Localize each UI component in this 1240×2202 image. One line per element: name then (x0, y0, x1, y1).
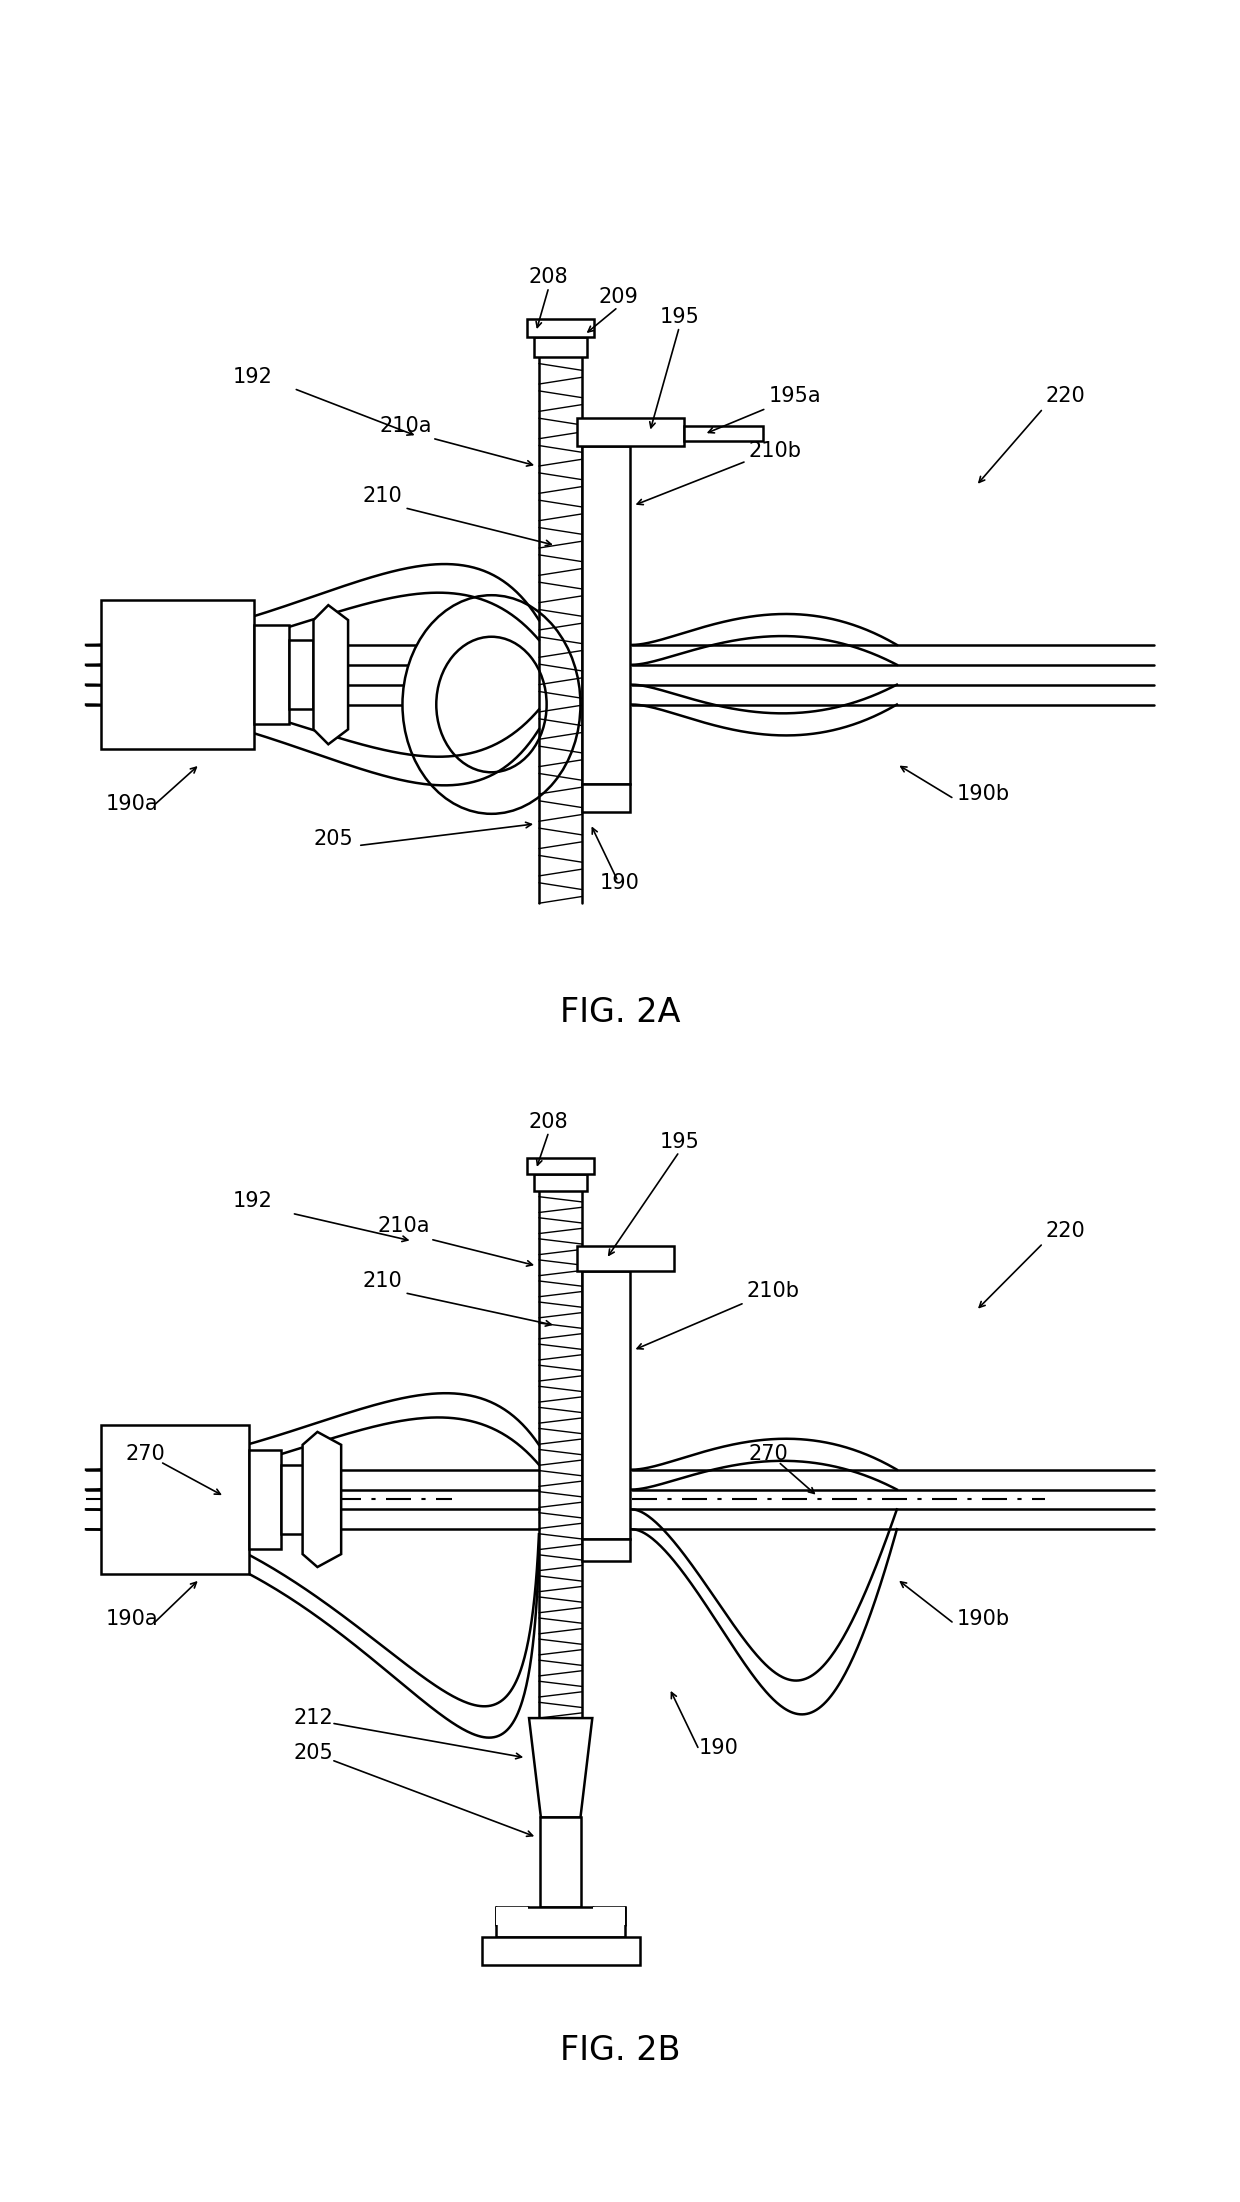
Text: 210a: 210a (379, 416, 432, 436)
Text: 210a: 210a (378, 1216, 430, 1235)
Bar (254, 625, 289, 724)
Text: 208: 208 (529, 266, 569, 286)
Bar (583, 447, 630, 784)
Text: FIG. 2B: FIG. 2B (559, 2035, 681, 2068)
Text: 190: 190 (699, 1737, 739, 1757)
Text: 220: 220 (1045, 385, 1085, 407)
Bar (249, 1449, 280, 1550)
Text: 220: 220 (1045, 1222, 1085, 1242)
Bar (534, 337, 588, 357)
Text: 192: 192 (232, 366, 272, 388)
Bar (534, 1174, 588, 1191)
Bar (496, 1907, 528, 1925)
Bar (527, 319, 594, 337)
Text: FIG. 2A: FIG. 2A (559, 995, 681, 1028)
Text: 209: 209 (598, 286, 637, 306)
Bar (527, 1158, 594, 1174)
Text: 190a: 190a (105, 1610, 159, 1629)
Polygon shape (303, 1431, 341, 1568)
Bar (481, 1938, 640, 1964)
Text: 190a: 190a (105, 795, 159, 815)
Text: 212: 212 (294, 1709, 334, 1729)
Bar (578, 1246, 675, 1271)
Bar (100, 1425, 249, 1574)
Ellipse shape (436, 636, 547, 773)
Polygon shape (314, 606, 348, 744)
Polygon shape (529, 1718, 593, 1817)
Text: 190: 190 (600, 874, 640, 894)
Bar (583, 784, 630, 813)
Text: 210b: 210b (746, 1282, 800, 1301)
Text: 192: 192 (232, 1191, 272, 1211)
Bar (100, 601, 254, 749)
Text: 190b: 190b (956, 784, 1009, 804)
Bar (593, 1907, 625, 1925)
Text: 190b: 190b (956, 1610, 1009, 1629)
Bar (539, 1817, 582, 1907)
Ellipse shape (403, 595, 580, 815)
Bar (583, 1271, 630, 1539)
Text: 210: 210 (363, 487, 403, 506)
Text: 270: 270 (125, 1445, 165, 1464)
Bar (578, 418, 684, 447)
Text: 195: 195 (660, 306, 699, 326)
Bar (684, 427, 764, 440)
Bar (583, 1539, 630, 1561)
Text: 210: 210 (363, 1271, 403, 1290)
Text: 270: 270 (749, 1445, 789, 1464)
Text: 210b: 210b (749, 440, 801, 460)
Bar (280, 1464, 303, 1535)
Text: 195: 195 (660, 1132, 699, 1152)
Bar (289, 641, 314, 709)
Text: 205: 205 (314, 828, 353, 848)
Text: 205: 205 (294, 1742, 334, 1764)
Text: 208: 208 (529, 1112, 569, 1132)
Text: 195a: 195a (769, 385, 821, 407)
Bar (496, 1907, 625, 1938)
